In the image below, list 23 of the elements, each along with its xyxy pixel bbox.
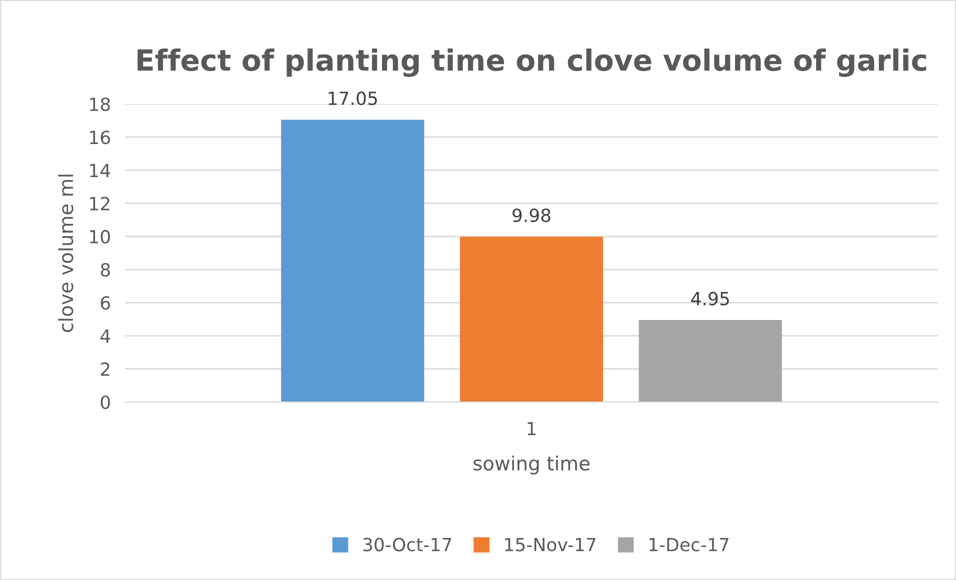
y-tick-label: 4 bbox=[100, 329, 110, 343]
x-axis-title: sowing time bbox=[474, 456, 590, 474]
data-label: 17.05 bbox=[328, 91, 377, 106]
legend-label: 15-Nov-17 bbox=[505, 538, 596, 552]
legend-label: 30-Oct-17 bbox=[363, 538, 452, 552]
legend-label: 1-Dec-17 bbox=[649, 538, 728, 552]
y-tick-label: 10 bbox=[90, 230, 110, 244]
y-tick-label: 12 bbox=[90, 196, 110, 210]
y-tick-label: 14 bbox=[90, 164, 110, 178]
bar bbox=[460, 236, 604, 402]
data-label: 4.95 bbox=[691, 292, 729, 306]
bar bbox=[638, 320, 782, 402]
y-tick-label: 2 bbox=[100, 362, 110, 376]
y-tick-label: 18 bbox=[90, 97, 110, 112]
chart-title: Effect of planting time on clove volume of garlic bbox=[138, 48, 926, 77]
y-axis-title: clove volume ml bbox=[58, 174, 74, 332]
bar bbox=[281, 120, 424, 402]
x-tick-label: 1 bbox=[528, 422, 536, 436]
y-tick-label: 8 bbox=[100, 263, 110, 277]
data-label: 9.98 bbox=[512, 208, 550, 222]
y-tick-label: 6 bbox=[100, 296, 110, 310]
y-tick-label: 0 bbox=[100, 395, 110, 410]
y-tick-label: 16 bbox=[90, 130, 110, 144]
